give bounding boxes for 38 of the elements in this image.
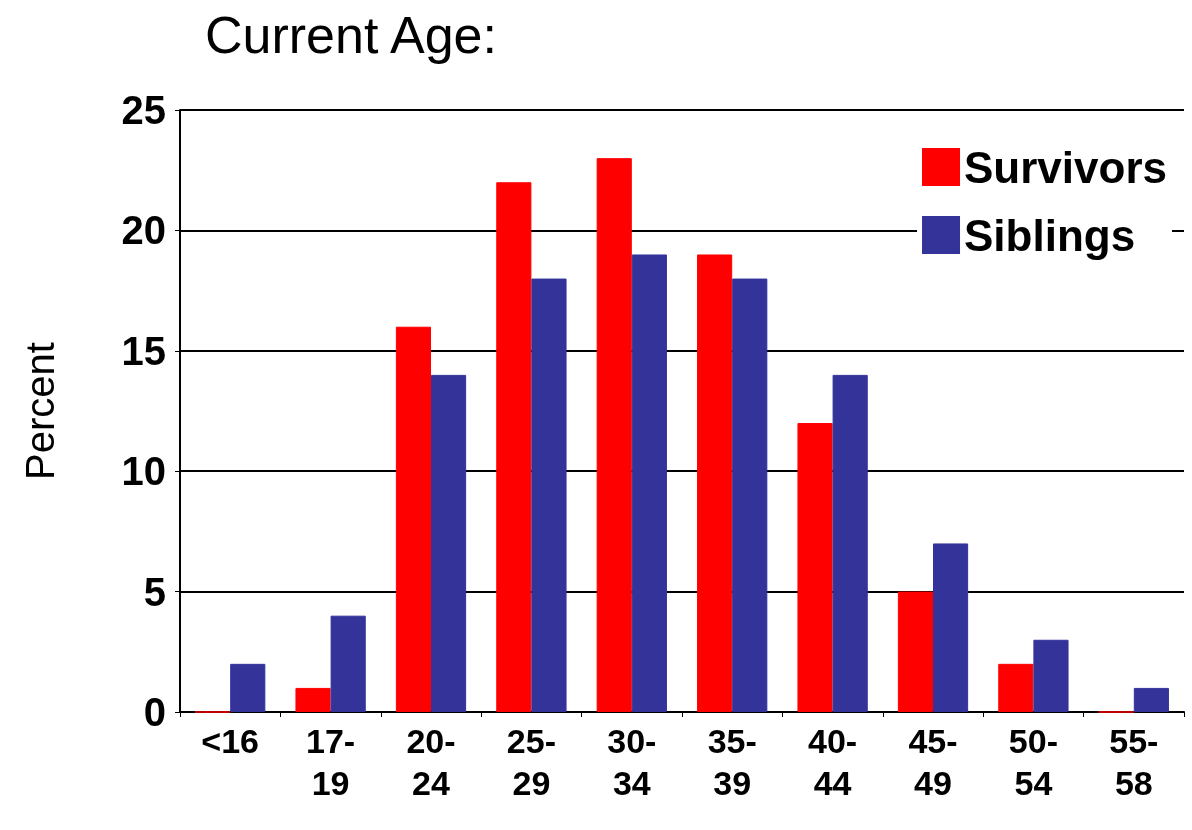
bar bbox=[295, 687, 331, 712]
x-tick-label: 35-39 bbox=[707, 722, 757, 802]
y-axis-title: Percent bbox=[18, 342, 62, 480]
bar bbox=[1033, 639, 1069, 712]
legend-label: Siblings bbox=[964, 210, 1136, 260]
bar bbox=[1133, 687, 1169, 712]
x-tick-label: 20-24 bbox=[406, 722, 456, 802]
bar bbox=[732, 278, 768, 712]
bar bbox=[531, 278, 567, 712]
bar bbox=[998, 663, 1034, 712]
y-tick-label: 10 bbox=[121, 449, 166, 494]
bar bbox=[431, 374, 467, 712]
x-tick-label: 17-19 bbox=[306, 722, 356, 802]
bar bbox=[832, 374, 868, 712]
bar bbox=[631, 254, 667, 712]
bar bbox=[596, 158, 632, 712]
bar bbox=[230, 663, 266, 712]
y-tick-label: 15 bbox=[121, 328, 166, 373]
bar bbox=[697, 254, 733, 712]
x-tick-label: 50-54 bbox=[1008, 722, 1058, 802]
y-tick-label: 25 bbox=[121, 88, 166, 132]
bar bbox=[496, 182, 532, 712]
y-tick-label: 5 bbox=[143, 569, 166, 614]
y-tick-label: 20 bbox=[121, 208, 166, 253]
x-tick-label: 45-49 bbox=[908, 722, 958, 802]
legend-label: Survivors bbox=[964, 142, 1167, 192]
x-tick-label: <16 bbox=[201, 722, 260, 760]
chart-title: Current Age: bbox=[205, 6, 497, 64]
bar bbox=[395, 326, 431, 712]
bar bbox=[897, 591, 933, 712]
bar bbox=[330, 615, 366, 712]
x-tick-label: 40-44 bbox=[808, 722, 858, 802]
x-tick-label: 55-58 bbox=[1109, 722, 1159, 802]
bar bbox=[933, 543, 969, 712]
y-tick-label: 0 bbox=[143, 690, 166, 734]
x-tick-label: 30-34 bbox=[607, 722, 657, 802]
x-tick-label: 25-29 bbox=[506, 722, 556, 802]
bar bbox=[797, 423, 833, 712]
